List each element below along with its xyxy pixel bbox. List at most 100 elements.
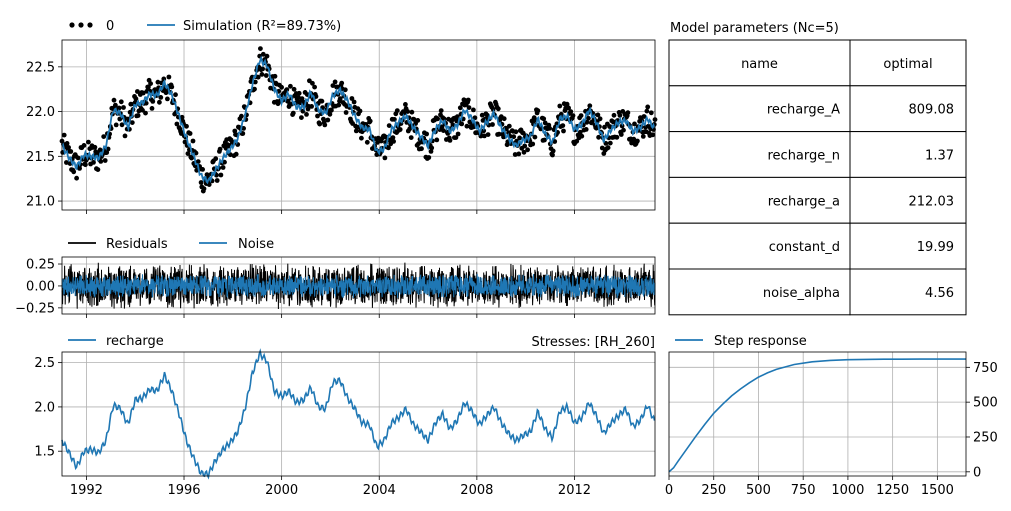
- x-tick-label: 2008: [460, 483, 493, 498]
- observed-point: [495, 106, 501, 112]
- observed-point: [113, 122, 119, 128]
- observed-point: [272, 73, 278, 79]
- observed-point: [496, 131, 502, 137]
- observed-point: [619, 123, 625, 129]
- x-tick-label: 2012: [558, 483, 591, 498]
- observed-point: [391, 139, 396, 144]
- observed-point: [644, 108, 650, 114]
- param-name: recharge_n: [767, 149, 840, 164]
- recharge-line: [61, 348, 656, 480]
- simulation-line: [61, 55, 656, 185]
- observed-point: [434, 137, 440, 143]
- observed-point: [640, 134, 646, 139]
- observed-point: [435, 116, 440, 122]
- x-tick-label: 2004: [363, 483, 396, 498]
- legend-marker-observed: [87, 22, 93, 28]
- observed-point: [566, 105, 571, 111]
- x-tick-label: 250: [701, 483, 726, 498]
- observed-point: [550, 148, 556, 154]
- observed-point: [557, 103, 563, 109]
- observed-point: [113, 102, 118, 108]
- observed-point: [133, 96, 139, 102]
- observed-point: [574, 138, 580, 144]
- observed-point: [560, 123, 566, 128]
- observed-point: [597, 116, 603, 122]
- table-cell: [668, 85, 851, 133]
- observed-point: [75, 155, 81, 161]
- observed-point: [157, 99, 162, 105]
- observed-point: [213, 156, 219, 162]
- observed-point: [116, 105, 122, 111]
- observed-point: [568, 109, 574, 114]
- observed-point: [621, 127, 626, 133]
- observed-point: [127, 109, 133, 115]
- param-value: 212.03: [909, 194, 955, 209]
- observed-point: [367, 118, 373, 124]
- observed-point: [501, 116, 507, 122]
- param-name: recharge_A: [767, 103, 840, 118]
- observed-point: [329, 107, 334, 113]
- observed-point: [386, 123, 392, 128]
- stresses-title: Stresses: [RH_260]: [532, 335, 656, 350]
- observed-point: [645, 104, 651, 110]
- observed-point: [382, 155, 388, 161]
- observed-point: [342, 87, 348, 93]
- observed-point: [309, 104, 314, 109]
- observed-point: [336, 102, 342, 108]
- observed-point: [64, 141, 70, 146]
- observed-point: [490, 122, 495, 127]
- observed-point: [189, 155, 195, 161]
- x-tick-label: 0: [665, 483, 673, 498]
- observed-point: [279, 84, 284, 90]
- x-tick-label: 750: [791, 483, 816, 498]
- observed-point: [607, 140, 613, 146]
- legend-label-residuals: Residuals: [106, 237, 168, 252]
- observed-point: [158, 95, 164, 100]
- observed-point: [190, 138, 196, 144]
- observed-point: [466, 105, 472, 110]
- observed-point: [464, 123, 470, 129]
- observed-point: [174, 121, 180, 127]
- observed-point: [214, 178, 220, 183]
- table-title: Model parameters (Nc=5): [670, 21, 839, 36]
- observed-point: [161, 76, 167, 82]
- observed-point: [304, 112, 309, 117]
- observed-point: [394, 108, 400, 113]
- observed-point: [119, 122, 125, 128]
- y-tick-label: 500: [973, 396, 998, 411]
- stresses-panel: 1.5 2.0 2.5 1992 1996 2000 2004 2008 2012: [34, 348, 656, 498]
- observed-point: [61, 132, 67, 138]
- observed-point: [68, 149, 74, 154]
- step-axes-frame: [668, 351, 967, 477]
- observed-point: [471, 107, 476, 113]
- param-name: constant_d: [769, 240, 840, 255]
- observed-point: [165, 96, 170, 102]
- x-tick-label: 1000: [831, 483, 864, 498]
- observed-point: [351, 99, 357, 105]
- legend-label-simulation: Simulation (R²=89.73%): [183, 19, 341, 34]
- observed-point: [173, 92, 178, 98]
- residuals-legend: Residuals Noise: [68, 237, 274, 252]
- observed-point: [584, 119, 590, 125]
- observed-point: [146, 84, 151, 90]
- observed-point: [330, 83, 336, 88]
- observed-point: [561, 128, 566, 134]
- observed-point: [542, 137, 547, 143]
- observed-point: [135, 89, 140, 94]
- observed-point: [339, 80, 345, 86]
- observed-point: [521, 149, 527, 155]
- observed-point: [195, 159, 201, 165]
- observed-point: [129, 120, 135, 125]
- observed-point: [299, 115, 304, 120]
- observed-point: [429, 145, 435, 151]
- observed-point: [77, 166, 82, 171]
- observed-point: [232, 128, 238, 134]
- observed-point: [392, 117, 397, 122]
- observed-point: [535, 108, 541, 114]
- observed-point: [522, 143, 528, 149]
- y-tick-label: 21.5: [26, 150, 55, 165]
- observed-point: [416, 141, 421, 147]
- observed-point: [583, 126, 589, 132]
- observed-point: [97, 147, 103, 153]
- y-tick-label: 2.0: [34, 400, 55, 415]
